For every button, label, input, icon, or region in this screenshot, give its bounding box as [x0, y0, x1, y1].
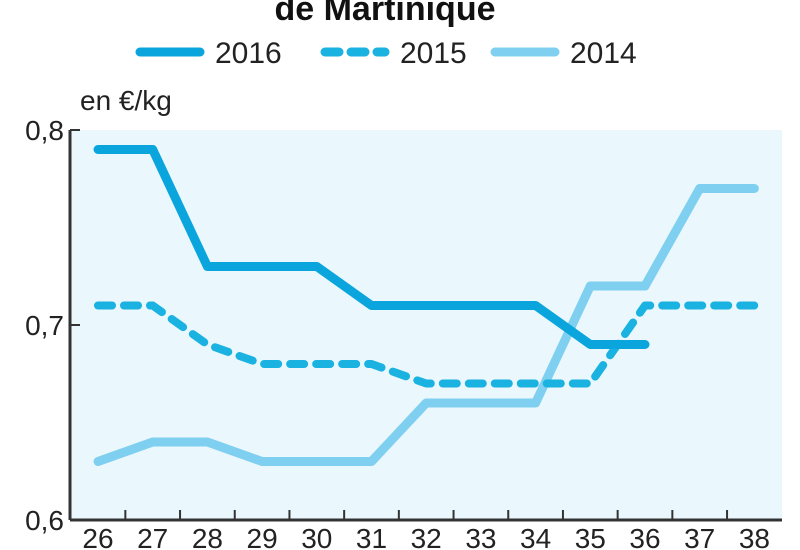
x-tick-label: 26 [82, 523, 113, 550]
legend-label-2015: 2015 [400, 37, 467, 70]
series-line-2014 [93, 184, 759, 466]
x-tick-label: 32 [411, 523, 442, 550]
y-tick-label: 0,7 [25, 310, 64, 341]
axes: 0,6 0,7 0,8 26 27 28 29 30 31 32 33 34 35 36 37 38 [25, 115, 782, 550]
legend: 2016 2015 2014 [135, 37, 637, 70]
chart-title: de Martinique [274, 0, 495, 28]
x-tick-label: 31 [356, 523, 387, 550]
x-tick-label: 36 [629, 523, 660, 550]
series-line-2015 [94, 301, 759, 388]
y-tick-label: 0,6 [25, 505, 64, 536]
plot-background [70, 130, 782, 520]
x-tick-label: 33 [465, 523, 496, 550]
legend-label-2016: 2016 [215, 37, 282, 70]
x-tick-label: 28 [192, 523, 223, 550]
y-tick-label: 0,8 [25, 115, 64, 146]
x-tick-label: 29 [247, 523, 278, 550]
x-tick-label: 37 [684, 523, 715, 550]
x-tick-label: 27 [137, 523, 168, 550]
x-tick-label: 38 [739, 523, 770, 550]
x-tick-label: 30 [301, 523, 332, 550]
x-tick-label: 34 [520, 523, 551, 550]
legend-label-2014: 2014 [570, 37, 637, 70]
series-line-2016 [93, 145, 650, 349]
x-tick-label: 35 [575, 523, 606, 550]
series-layer [93, 145, 759, 466]
y-axis-unit-label: en €/kg [80, 85, 172, 116]
